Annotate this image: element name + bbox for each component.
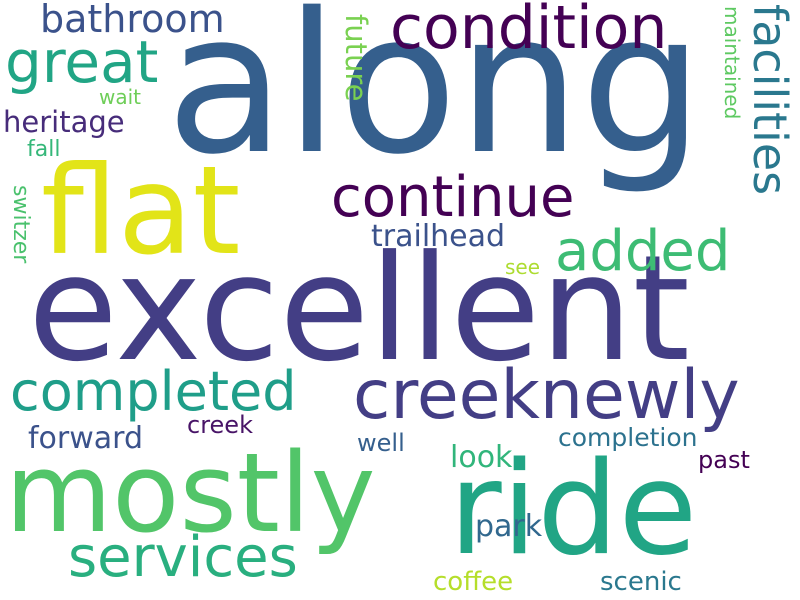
word-wait: wait [99, 85, 142, 109]
word-facilities: facilities [743, 4, 797, 196]
word-maintained: maintained [720, 6, 744, 120]
word-services: services [68, 525, 298, 590]
word-coffee: coffee [433, 567, 514, 597]
word-fall: fall [27, 137, 61, 162]
word-switzer: switzer [8, 185, 33, 264]
word-mostly: mostly [5, 429, 376, 557]
word-condition: condition [390, 0, 668, 63]
word-added: added [555, 219, 731, 284]
word-flat: flat [41, 140, 241, 282]
word-creeknewly: creeknewly [353, 356, 740, 435]
word-well: well [357, 429, 405, 457]
word-future: future [339, 14, 373, 102]
word-creek: creek [187, 411, 253, 439]
word-continue: continue [331, 165, 575, 230]
word-look: look [450, 440, 513, 475]
word-scenic: scenic [600, 567, 682, 597]
word-trailhead: trailhead [371, 219, 506, 254]
word-forward: forward [28, 421, 144, 456]
word-past: past [698, 446, 750, 474]
word-great: great [5, 28, 159, 96]
word-see: see [505, 255, 541, 279]
word-along: along [166, 0, 704, 197]
word-completed: completed [10, 360, 297, 423]
word-park: park [475, 509, 543, 544]
word-heritage: heritage [3, 105, 125, 139]
word-bathroom: bathroom [40, 0, 225, 41]
word-excellent: excellent [28, 224, 690, 394]
word-completion: completion [558, 423, 698, 452]
word-ride: ride [449, 435, 698, 584]
